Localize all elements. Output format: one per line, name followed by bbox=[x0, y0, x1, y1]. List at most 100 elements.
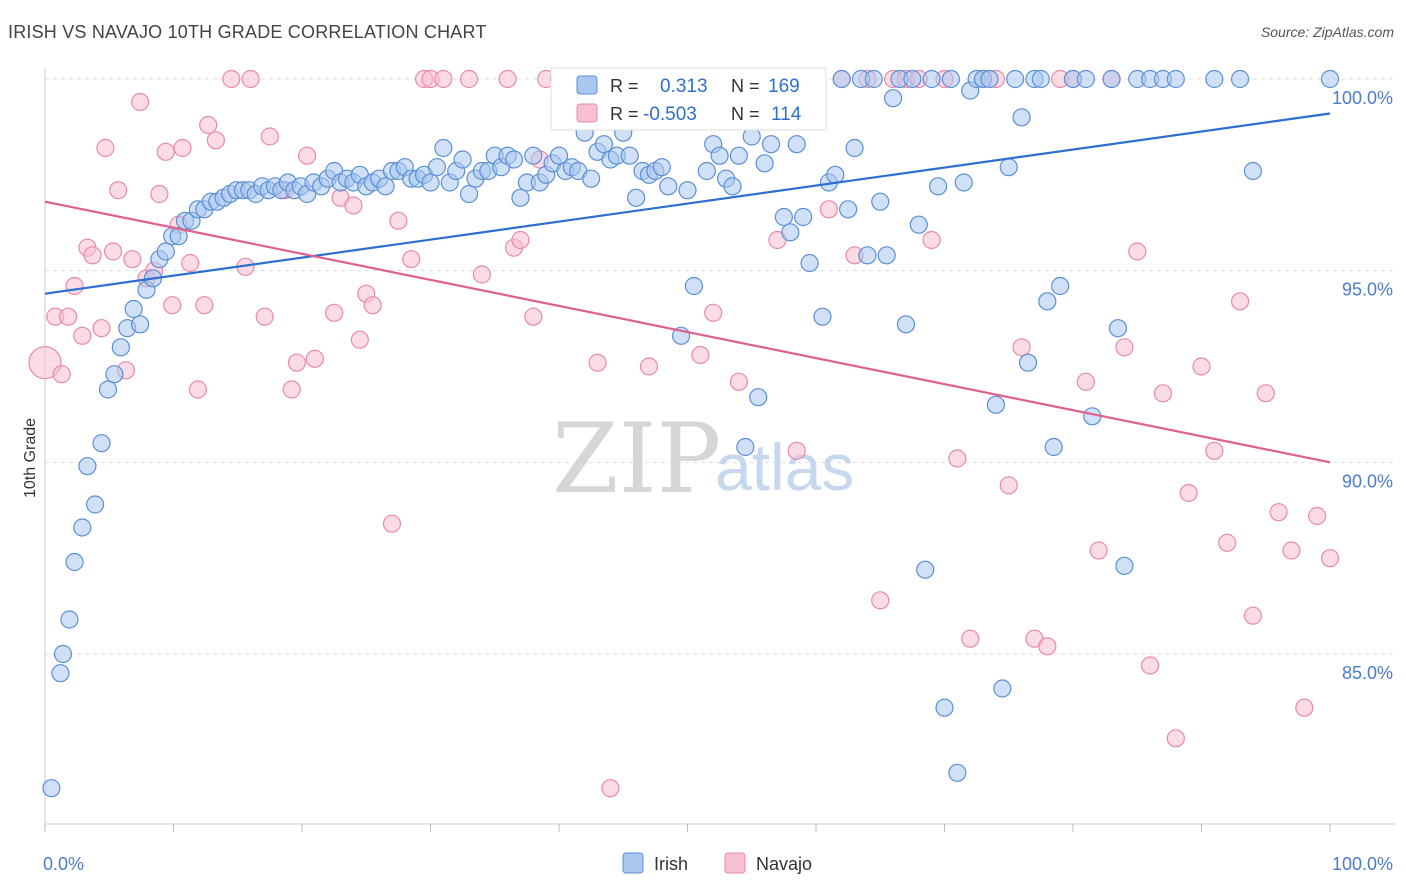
navajo-point-102 bbox=[1179, 483, 1198, 503]
navajo-point-23 bbox=[188, 380, 208, 399]
irish-point-2 bbox=[53, 644, 73, 664]
irish-point-108 bbox=[736, 437, 755, 457]
irish-point-104 bbox=[710, 146, 729, 165]
navajo-point-78 bbox=[871, 591, 890, 610]
navajo-point-94 bbox=[1076, 372, 1095, 391]
irish-point-159 bbox=[1076, 69, 1095, 89]
tick-labels: 85.0% 90.0% 95.0% 100.0% 0.0% 100.0% bbox=[43, 88, 1393, 874]
irish-point-3 bbox=[60, 610, 79, 629]
navajo-swatch bbox=[576, 103, 598, 123]
source-credit: Source: ZipAtlas.com bbox=[1260, 24, 1394, 40]
watermark-atlas: atlas bbox=[715, 430, 854, 504]
navajo-point-107 bbox=[1243, 606, 1263, 625]
legend-navajo-label: Navajo bbox=[756, 854, 812, 874]
irish-point-122 bbox=[826, 165, 845, 184]
irish-point-156 bbox=[1044, 437, 1063, 457]
navajo-point-4 bbox=[65, 276, 84, 296]
irish-point-167 bbox=[1166, 69, 1185, 89]
navajo-point-112 bbox=[1308, 506, 1327, 526]
irish-point-99 bbox=[678, 181, 697, 200]
navajo-point-66 bbox=[704, 303, 723, 322]
irish-point-142 bbox=[954, 173, 973, 192]
navajo-point-13 bbox=[123, 250, 142, 269]
irish-point-109 bbox=[742, 127, 761, 146]
irish-point-120 bbox=[813, 307, 832, 326]
irish-point-138 bbox=[928, 177, 948, 196]
irish-point-14 bbox=[130, 315, 150, 334]
navajo-point-11 bbox=[109, 181, 128, 200]
irish-point-64 bbox=[453, 150, 472, 169]
irish-point-11 bbox=[111, 338, 130, 357]
x-tick-label-min: 0.0% bbox=[43, 854, 84, 874]
irish-point-10 bbox=[105, 365, 124, 384]
irish-point-170 bbox=[1243, 161, 1263, 181]
irish-point-111 bbox=[755, 154, 774, 173]
navajo-point-65 bbox=[691, 345, 710, 365]
navajo-n-label: N = bbox=[731, 104, 760, 124]
irish-point-18 bbox=[156, 242, 175, 261]
irish-point-139 bbox=[935, 698, 954, 717]
irish-point-107 bbox=[729, 146, 749, 165]
navajo-point-49 bbox=[459, 69, 479, 89]
irish-point-5 bbox=[73, 518, 92, 537]
irish-point-100 bbox=[684, 276, 704, 296]
navajo-point-88 bbox=[999, 476, 1018, 495]
legend-irish-swatch bbox=[622, 852, 644, 874]
irish-point-0 bbox=[42, 779, 61, 798]
axes bbox=[44, 68, 1395, 832]
navajo-point-10 bbox=[104, 242, 123, 261]
navajo-point-99 bbox=[1140, 656, 1160, 675]
navajo-point-48 bbox=[434, 69, 453, 89]
navajo-point-24 bbox=[195, 296, 214, 315]
navajo-point-43 bbox=[382, 514, 402, 533]
irish-point-118 bbox=[800, 253, 819, 273]
irish-point-169 bbox=[1230, 69, 1250, 89]
navajo-point-111 bbox=[1295, 698, 1314, 717]
irish-point-147 bbox=[986, 395, 1006, 414]
irish-point-110 bbox=[749, 388, 768, 407]
navajo-point-95 bbox=[1089, 541, 1108, 560]
y-axis-label: 10th Grade bbox=[22, 418, 39, 498]
navajo-point-2 bbox=[52, 365, 71, 384]
irish-point-149 bbox=[999, 158, 1018, 177]
irish-point-4 bbox=[65, 552, 84, 572]
y-tick-label-85: 85.0% bbox=[1342, 663, 1393, 683]
irish-point-148 bbox=[993, 679, 1012, 698]
irish-point-117 bbox=[794, 207, 813, 227]
irish-point-90 bbox=[620, 146, 639, 165]
irish-point-134 bbox=[903, 69, 922, 89]
navajo-trend-line bbox=[44, 200, 1331, 464]
irish-point-61 bbox=[434, 138, 453, 158]
navajo-point-100 bbox=[1153, 384, 1173, 403]
irish-point-163 bbox=[1115, 556, 1134, 575]
irish-point-133 bbox=[896, 315, 916, 334]
irish-point-140 bbox=[941, 69, 961, 89]
navajo-point-108 bbox=[1256, 384, 1275, 403]
y-tick-label-100: 100.0% bbox=[1332, 88, 1393, 108]
navajo-point-54 bbox=[524, 307, 543, 326]
navajo-point-51 bbox=[498, 69, 517, 89]
irish-r-label: R = bbox=[610, 76, 639, 96]
navajo-point-14 bbox=[130, 92, 150, 112]
navajo-point-40 bbox=[350, 330, 369, 349]
navajo-point-5 bbox=[73, 326, 92, 345]
irish-point-161 bbox=[1102, 69, 1121, 89]
irish-point-73 bbox=[511, 188, 530, 207]
irish-point-91 bbox=[626, 188, 646, 207]
irish-point-84 bbox=[582, 169, 601, 188]
watermark-zip: ZIP bbox=[552, 403, 721, 515]
irish-point-7 bbox=[86, 495, 105, 514]
navajo-point-68 bbox=[729, 372, 749, 391]
series-legend: Irish Navajo bbox=[622, 852, 812, 874]
navajo-point-29 bbox=[241, 69, 260, 89]
irish-point-52 bbox=[376, 177, 395, 196]
irish-point-60 bbox=[427, 158, 447, 177]
navajo-point-3 bbox=[59, 307, 78, 326]
chart-title: IRISH VS NAVAJO 10TH GRADE CORRELATION C… bbox=[8, 22, 487, 42]
navajo-r-value: -0.503 bbox=[643, 104, 697, 125]
irish-point-96 bbox=[659, 177, 678, 196]
navajo-point-50 bbox=[472, 265, 491, 284]
irish-point-168 bbox=[1205, 69, 1224, 89]
navajo-point-30 bbox=[255, 307, 274, 326]
navajo-point-31 bbox=[260, 127, 279, 146]
